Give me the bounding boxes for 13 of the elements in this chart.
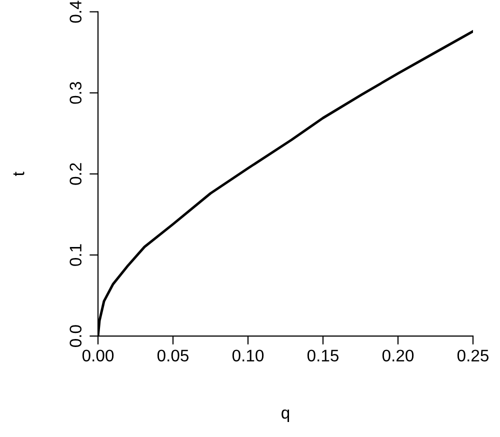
x-tick-label: 0.15 bbox=[307, 350, 339, 362]
y-tick-label: 0.2 bbox=[70, 163, 82, 185]
y-tick-label: 0.1 bbox=[70, 244, 82, 266]
y-tick-label: 0.4 bbox=[70, 0, 82, 23]
y-tick-label: 0.0 bbox=[70, 325, 82, 347]
x-tick-label: 0.20 bbox=[382, 350, 414, 362]
y-axis-title: t bbox=[13, 172, 24, 176]
x-tick-label: 0.25 bbox=[457, 350, 489, 362]
x-tick-label: 0.10 bbox=[232, 350, 264, 362]
x-tick-label: 0.05 bbox=[157, 350, 189, 362]
y-tick-label: 0.3 bbox=[70, 82, 82, 104]
x-axis-title: q bbox=[282, 410, 290, 422]
x-tick-label: 0.00 bbox=[82, 350, 114, 362]
